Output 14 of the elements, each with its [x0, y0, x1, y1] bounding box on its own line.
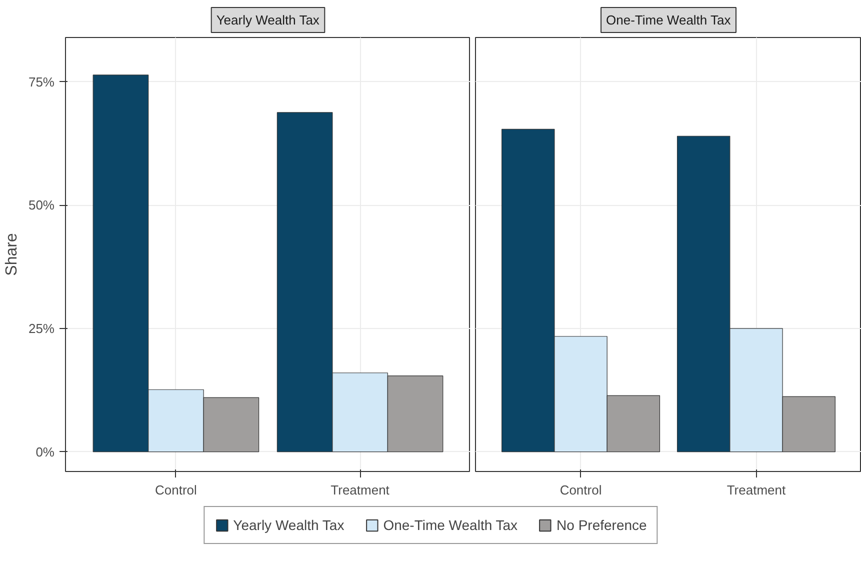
legend-label: No Preference	[556, 517, 647, 533]
x-tick-label: Control	[155, 482, 198, 498]
y-tick-label: 75%	[28, 74, 55, 90]
chart-title: One-Time Wealth Tax	[606, 12, 732, 28]
legend-label: Yearly Wealth Tax	[233, 517, 344, 533]
x-tick-label: Treatment	[330, 482, 390, 498]
x-tick-label: Treatment	[726, 482, 786, 498]
y-tick-label: 50%	[28, 198, 55, 213]
y-tick-label: 0%	[36, 444, 55, 460]
x-tick-label: Control	[560, 482, 602, 498]
chart-title: Yearly Wealth Tax	[216, 12, 320, 28]
y-axis-title: Share	[3, 233, 20, 276]
y-tick-label: 25%	[28, 320, 55, 336]
legend-label: One-Time Wealth Tax	[383, 517, 518, 533]
